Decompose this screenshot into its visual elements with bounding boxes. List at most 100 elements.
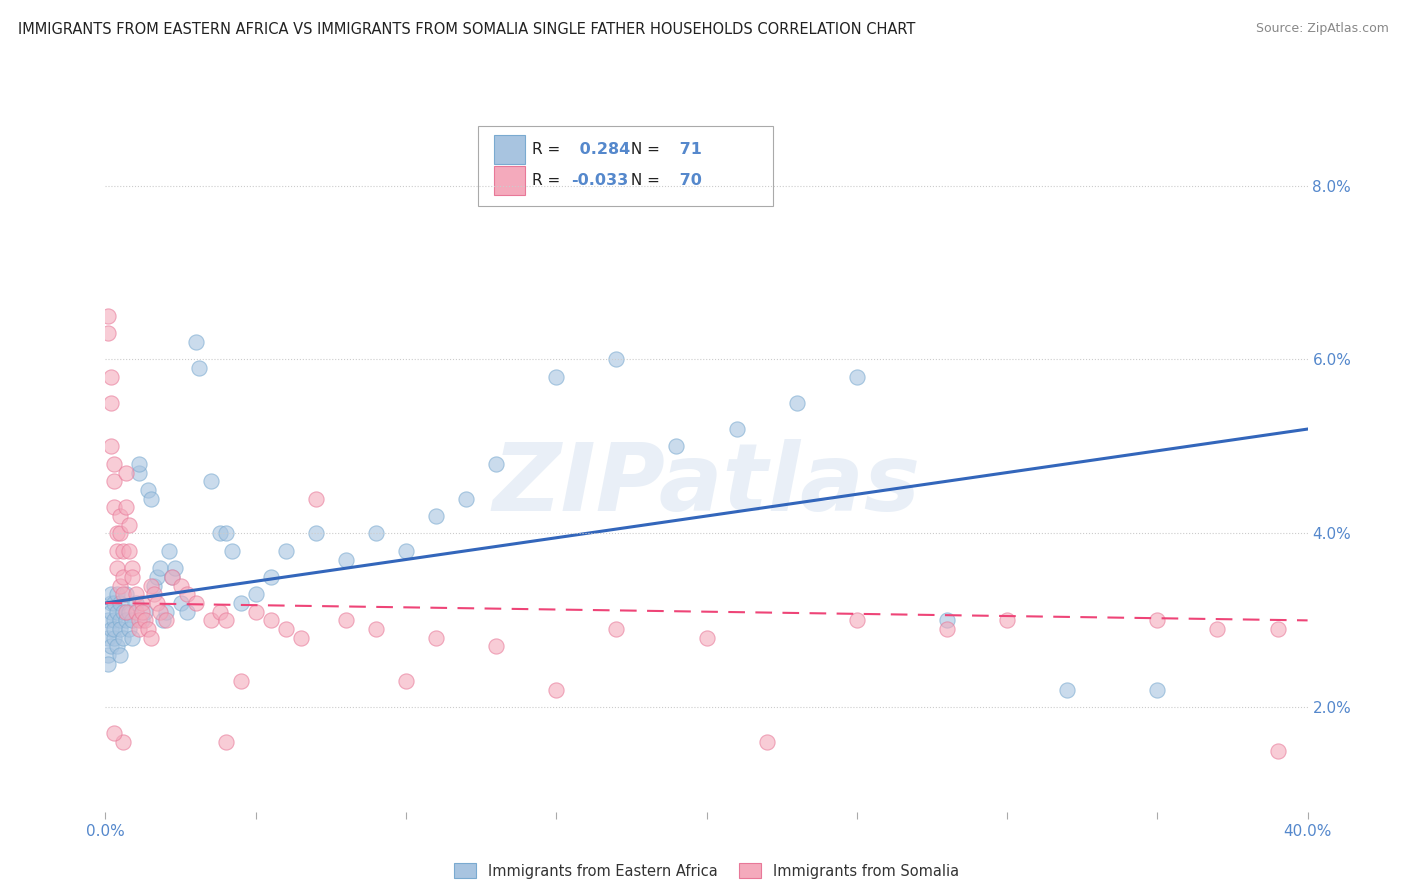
Point xyxy=(107,543,129,558)
Point xyxy=(112,631,135,645)
Point xyxy=(118,622,141,636)
Point xyxy=(229,674,252,689)
Point xyxy=(845,369,868,384)
Point xyxy=(103,622,125,636)
Point xyxy=(305,526,328,541)
Point xyxy=(128,622,150,636)
Point xyxy=(103,457,125,471)
Point xyxy=(665,439,688,453)
Point xyxy=(1146,614,1168,628)
Point xyxy=(245,587,267,601)
Point xyxy=(97,614,120,628)
Point xyxy=(97,648,120,662)
Point xyxy=(121,614,143,628)
Point xyxy=(139,631,162,645)
Point xyxy=(97,657,120,671)
Point xyxy=(124,596,146,610)
Text: -0.033: -0.033 xyxy=(571,173,628,188)
Point xyxy=(163,561,186,575)
Point xyxy=(128,466,150,480)
Point xyxy=(103,614,125,628)
Point xyxy=(229,596,252,610)
Point xyxy=(115,466,138,480)
Point xyxy=(200,614,222,628)
Point xyxy=(112,587,135,601)
Point xyxy=(142,587,165,601)
Point xyxy=(136,622,159,636)
Point xyxy=(335,552,357,566)
Point xyxy=(148,605,170,619)
Point xyxy=(110,578,132,592)
Point xyxy=(696,631,718,645)
Point xyxy=(134,614,156,628)
Point xyxy=(121,561,143,575)
Point xyxy=(335,614,357,628)
Point xyxy=(605,352,627,367)
Point xyxy=(160,570,183,584)
Point xyxy=(546,683,568,698)
Point xyxy=(118,543,141,558)
Point xyxy=(103,500,125,515)
Point xyxy=(100,622,122,636)
Point xyxy=(208,605,231,619)
Point xyxy=(103,474,125,488)
Point xyxy=(134,605,156,619)
Point xyxy=(142,578,165,592)
Point xyxy=(485,640,508,654)
Point xyxy=(100,640,122,654)
Point xyxy=(131,614,153,628)
Point xyxy=(112,570,135,584)
Point xyxy=(139,578,162,592)
Point xyxy=(725,422,748,436)
Point xyxy=(100,396,122,410)
Point xyxy=(305,491,328,506)
Point xyxy=(103,631,125,645)
Point xyxy=(169,578,191,592)
Point xyxy=(395,674,418,689)
Point xyxy=(107,587,129,601)
Point xyxy=(115,605,138,619)
Point xyxy=(454,491,477,506)
Text: Source: ZipAtlas.com: Source: ZipAtlas.com xyxy=(1256,22,1389,36)
Point xyxy=(145,570,167,584)
Point xyxy=(208,526,231,541)
Text: R =: R = xyxy=(533,142,561,157)
Point xyxy=(100,587,122,601)
Point xyxy=(110,596,132,610)
Point xyxy=(1056,683,1078,698)
Point xyxy=(155,605,177,619)
Point xyxy=(148,561,170,575)
Point xyxy=(118,517,141,532)
FancyBboxPatch shape xyxy=(478,127,773,206)
Point xyxy=(110,622,132,636)
Point xyxy=(100,439,122,453)
Text: N =: N = xyxy=(626,142,659,157)
Point xyxy=(546,369,568,384)
Point xyxy=(97,326,120,341)
Point xyxy=(136,483,159,497)
Point xyxy=(97,309,120,323)
FancyBboxPatch shape xyxy=(494,135,524,164)
Point xyxy=(110,508,132,523)
Point xyxy=(176,587,198,601)
Point xyxy=(364,622,387,636)
Text: 0.284: 0.284 xyxy=(574,142,630,157)
Text: R =: R = xyxy=(533,173,561,188)
Point xyxy=(155,614,177,628)
Point xyxy=(936,622,959,636)
Legend: Immigrants from Eastern Africa, Immigrants from Somalia: Immigrants from Eastern Africa, Immigran… xyxy=(449,857,965,885)
Point xyxy=(364,526,387,541)
Point xyxy=(260,614,283,628)
Point xyxy=(128,457,150,471)
Point xyxy=(128,614,150,628)
Point xyxy=(1146,683,1168,698)
Point xyxy=(115,587,138,601)
Point xyxy=(115,500,138,515)
Point xyxy=(112,735,135,749)
Point xyxy=(152,614,174,628)
Text: N =: N = xyxy=(626,173,659,188)
Text: 70: 70 xyxy=(673,173,702,188)
Point xyxy=(200,474,222,488)
Point xyxy=(131,605,153,619)
Point xyxy=(139,491,162,506)
